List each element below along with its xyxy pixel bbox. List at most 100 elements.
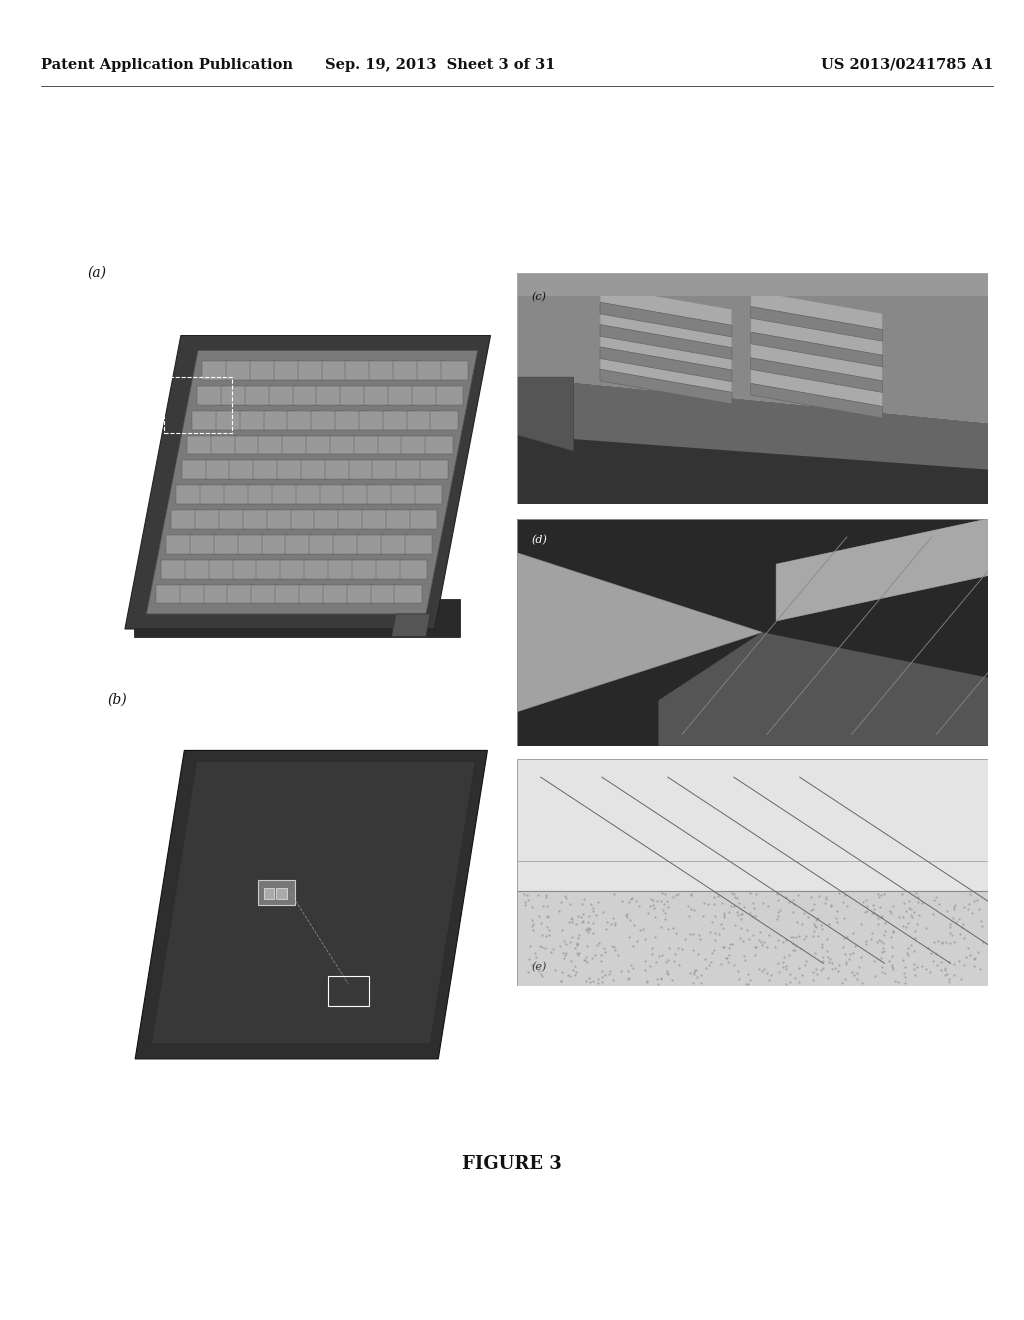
Point	[593, 945, 609, 966]
Point	[701, 954, 718, 975]
Point	[803, 887, 819, 908]
Point	[716, 906, 732, 927]
Point	[646, 898, 663, 919]
Polygon shape	[373, 461, 399, 479]
Point	[770, 906, 786, 927]
Point	[664, 970, 680, 991]
Point	[769, 908, 785, 929]
Point	[761, 969, 777, 990]
Point	[818, 888, 835, 909]
Point	[740, 964, 757, 985]
Point	[538, 887, 554, 908]
Polygon shape	[224, 486, 252, 504]
Point	[707, 929, 723, 950]
Point	[749, 937, 765, 958]
Point	[822, 948, 839, 969]
Point	[540, 917, 556, 939]
Polygon shape	[161, 560, 188, 578]
Point	[520, 962, 537, 983]
Point	[623, 954, 639, 975]
Polygon shape	[394, 585, 422, 603]
Point	[941, 972, 957, 993]
Point	[716, 904, 732, 925]
Point	[562, 965, 579, 986]
Point	[807, 909, 823, 931]
Point	[705, 911, 721, 932]
Polygon shape	[229, 461, 257, 479]
Point	[942, 917, 958, 939]
Point	[564, 911, 581, 932]
Point	[685, 940, 701, 961]
Point	[671, 954, 687, 975]
Point	[707, 906, 723, 927]
Point	[876, 940, 892, 961]
Point	[853, 913, 869, 935]
Point	[946, 899, 963, 920]
Point	[849, 962, 865, 983]
Point	[674, 939, 690, 960]
Polygon shape	[393, 362, 421, 380]
Point	[808, 958, 824, 979]
Point	[659, 950, 676, 972]
Point	[716, 903, 732, 924]
Polygon shape	[357, 535, 384, 554]
Point	[794, 913, 810, 935]
Point	[934, 931, 950, 952]
Point	[738, 973, 755, 994]
Polygon shape	[376, 560, 403, 578]
Point	[666, 950, 682, 972]
Point	[631, 896, 647, 917]
Point	[819, 928, 836, 949]
Polygon shape	[352, 560, 379, 578]
Point	[891, 907, 907, 928]
Point	[851, 956, 867, 977]
Point	[845, 923, 861, 944]
Point	[639, 902, 655, 923]
Point	[782, 964, 799, 985]
Point	[579, 936, 595, 957]
Point	[856, 902, 872, 923]
Point	[730, 960, 746, 981]
Point	[523, 896, 540, 917]
Point	[792, 937, 808, 958]
Point	[729, 902, 745, 923]
Point	[872, 884, 889, 906]
Point	[974, 916, 990, 937]
Point	[873, 956, 890, 977]
Polygon shape	[288, 411, 314, 429]
Point	[885, 958, 901, 979]
Point	[643, 944, 659, 965]
Point	[659, 919, 676, 940]
Point	[740, 929, 757, 950]
Point	[836, 892, 852, 913]
Point	[585, 898, 601, 919]
Point	[517, 894, 534, 915]
Point	[771, 961, 787, 982]
Point	[938, 932, 954, 953]
Point	[689, 944, 706, 965]
Point	[876, 924, 892, 945]
Point	[815, 950, 831, 972]
Point	[798, 954, 814, 975]
Point	[787, 936, 804, 957]
Point	[873, 931, 890, 952]
Polygon shape	[268, 385, 296, 405]
Polygon shape	[600, 331, 732, 370]
Point	[883, 927, 899, 948]
Point	[806, 920, 822, 941]
Polygon shape	[751, 367, 883, 407]
Point	[715, 936, 731, 957]
Point	[926, 931, 942, 952]
Polygon shape	[751, 333, 883, 367]
Polygon shape	[176, 486, 204, 504]
Point	[806, 913, 822, 935]
Polygon shape	[371, 585, 398, 603]
Point	[596, 941, 612, 962]
Point	[870, 884, 887, 906]
Point	[650, 945, 667, 966]
Point	[903, 904, 920, 925]
Polygon shape	[359, 411, 386, 429]
Point	[586, 912, 602, 933]
Point	[930, 931, 946, 952]
Point	[948, 911, 965, 932]
